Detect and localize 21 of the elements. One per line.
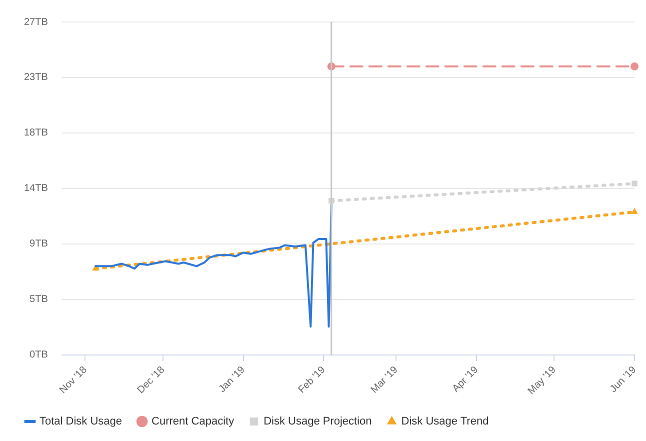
legend-label: Disk Usage Projection	[264, 416, 372, 428]
x-tick-label: Jan '19	[216, 364, 248, 395]
point	[630, 62, 639, 70]
x-tick-label: Mar '19	[369, 364, 401, 396]
x-tick-label: Jun '19	[608, 364, 639, 395]
y-tick-label: 5TB	[30, 294, 48, 306]
y-tick-label: 14TB	[24, 183, 48, 194]
y-tick-label: 9TB	[30, 238, 48, 250]
y-tick-label: 27TB	[24, 16, 48, 28]
legend-label: Disk Usage Trend	[401, 416, 489, 428]
x-tick-label: Dec '18	[135, 364, 168, 396]
x-tick-label: Apr '19	[450, 364, 481, 394]
legend-label: Total Disk Usage	[40, 416, 122, 428]
x-tick-label: May '19	[526, 364, 559, 397]
y-tick-label: 23TB	[24, 72, 48, 84]
x-tick-label: Nov '18	[58, 364, 90, 396]
y-tick-label: 0TB	[30, 350, 48, 361]
legend-label: Current Capacity	[152, 416, 235, 428]
y-tick-label: 18TB	[24, 128, 48, 139]
point	[632, 180, 638, 186]
x-tick-label: Feb '19	[296, 364, 328, 396]
